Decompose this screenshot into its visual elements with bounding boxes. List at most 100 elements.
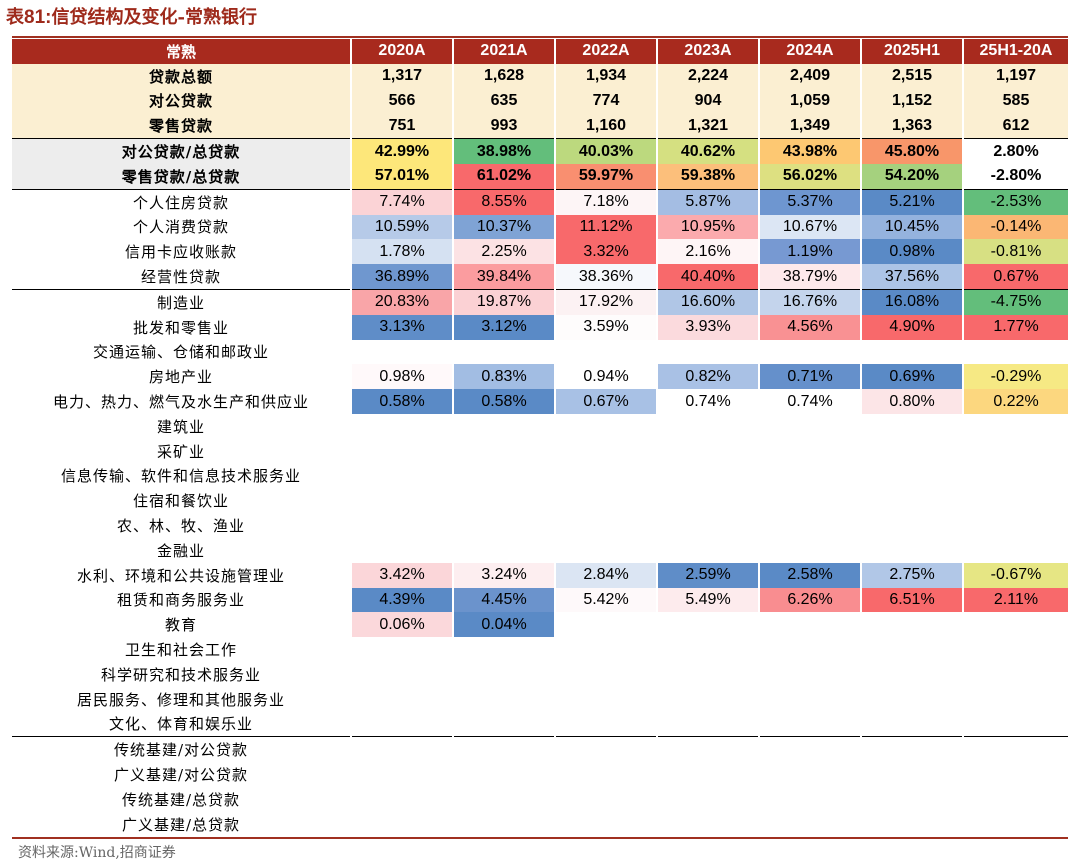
table-cell: 0.71% (758, 364, 861, 390)
table-cell: 19.87% (452, 288, 555, 315)
table-cell (554, 537, 657, 563)
row-label: 建筑业 (156, 417, 205, 436)
header-2023a: 2023A (656, 39, 759, 64)
table-cell: 2.75% (860, 562, 963, 588)
table-cell: 1,160 (554, 113, 657, 139)
table-cell (860, 463, 963, 489)
table-cell: 39.84% (452, 264, 555, 290)
table-cell: 56.02% (758, 163, 861, 190)
table-cell: 2.11% (962, 587, 1068, 613)
table-cell: 8.55% (452, 188, 555, 215)
table-cell (452, 537, 555, 563)
table-cell: 4.56% (758, 314, 861, 340)
title-text: 信贷结构及变化-常熟银行 (51, 7, 257, 28)
table-cell: 3.12% (452, 314, 555, 340)
table-cell: 0.06% (350, 612, 453, 638)
table-cell: 59.97% (554, 163, 657, 190)
table-cell: -2.53% (962, 188, 1068, 215)
table-cell: 3.13% (350, 314, 453, 340)
table-row: 信息传输、软件和信息技术服务业 (12, 463, 1068, 489)
table-row: 传统基建/总贷款 (12, 786, 1068, 812)
table-cell: 0.74% (758, 389, 861, 414)
table-cell: 38.79% (758, 264, 861, 290)
table-cell: 1.78% (350, 239, 453, 265)
table-row: 传统基建/对公贷款 (12, 736, 1068, 763)
table-cell: 1.19% (758, 239, 861, 265)
table-cell (860, 686, 963, 712)
table-cell (656, 661, 759, 687)
table-cell (962, 711, 1068, 737)
row-label: 金融业 (156, 541, 205, 560)
table-cell (656, 762, 759, 787)
table-cell (350, 413, 453, 439)
table-cell (554, 513, 657, 538)
table-cell (962, 612, 1068, 638)
table-cell (962, 438, 1068, 464)
table-row: 个人住房贷款 7.74% 8.55% 7.18% 5.87% 5.37% 5.21% -2.5… (12, 188, 1068, 215)
table-row: 广义基建/对公贷款 (12, 762, 1068, 787)
row-label: 卫生和社会工作 (124, 641, 237, 660)
table-cell: 6.51% (860, 587, 963, 613)
header-2022a: 2022A (554, 39, 657, 64)
table-cell (962, 637, 1068, 662)
table-cell (554, 711, 657, 737)
table-cell (860, 438, 963, 464)
table-cell (452, 811, 555, 839)
table-cell: 2,409 (758, 63, 861, 89)
table-cell: 0.67% (962, 264, 1068, 290)
table-cell (656, 413, 759, 439)
row-label: 农、林、牧、渔业 (116, 517, 245, 536)
table-cell: 2,224 (656, 63, 759, 89)
table-row: 水利、环境和公共设施管理业 3.42% 3.24% 2.84% 2.59% 2.58% 2.… (12, 562, 1068, 588)
table-cell (758, 513, 861, 538)
table-cell (962, 736, 1068, 763)
table-cell: 10.59% (350, 214, 453, 240)
table-cell: 1,197 (962, 63, 1068, 89)
table-row: 房地产业 0.98% 0.83% 0.94% 0.82% 0.71% 0.69% -0.29% (12, 364, 1068, 390)
table-cell: 0.74% (656, 389, 759, 414)
table-cell (350, 513, 453, 538)
table-cell (452, 488, 555, 514)
row-label: 电力、热力、燃气及水生产和供应业 (52, 393, 309, 412)
table-row: 电力、热力、燃气及水生产和供应业 0.58% 0.58% 0.67% 0.74% 0.74… (12, 389, 1068, 414)
table-cell: 0.94% (554, 364, 657, 390)
table-cell (554, 413, 657, 439)
loan-structure-table: 常熟 2020A 2021A 2022A 2023A 2024A 2025H1 … (12, 39, 1068, 839)
table-cell (758, 661, 861, 687)
table-cell (554, 438, 657, 464)
table-cell: 4.39% (350, 587, 453, 613)
table-cell: -0.14% (962, 214, 1068, 240)
table-cell (656, 537, 759, 563)
table-cell (554, 686, 657, 712)
table-cell: 5.42% (554, 587, 657, 613)
table-cell (860, 488, 963, 514)
table-cell (452, 762, 555, 787)
table-cell (962, 413, 1068, 439)
row-label: 个人住房贷款 (12, 188, 351, 215)
table-cell (758, 463, 861, 489)
table-row: 文化、体育和娱乐业 (12, 711, 1068, 737)
table-cell: 1,628 (452, 63, 555, 89)
table-cell (350, 463, 453, 489)
table-cell: 40.62% (656, 138, 759, 164)
table-cell (452, 637, 555, 662)
table-cell: 16.76% (758, 288, 861, 315)
table-cell (554, 463, 657, 489)
table-cell: 1,059 (758, 88, 861, 114)
table-cell: -0.29% (962, 364, 1068, 390)
table-cell: 0.80% (860, 389, 963, 414)
table-cell (452, 463, 555, 489)
header-2021a: 2021A (452, 39, 555, 64)
table-cell: 0.58% (350, 389, 453, 414)
table-cell (554, 661, 657, 687)
table-cell (656, 488, 759, 514)
table-row: 农、林、牧、渔业 (12, 513, 1068, 538)
table-cell: 0.83% (452, 364, 555, 390)
table-cell: 904 (656, 88, 759, 114)
table-cell: 4.45% (452, 587, 555, 613)
header-row: 常熟 2020A 2021A 2022A 2023A 2024A 2025H1 … (12, 39, 1068, 64)
table-cell (860, 637, 963, 662)
table-row: 采矿业 (12, 438, 1068, 464)
table-cell: 11.12% (554, 214, 657, 240)
table-cell (758, 488, 861, 514)
